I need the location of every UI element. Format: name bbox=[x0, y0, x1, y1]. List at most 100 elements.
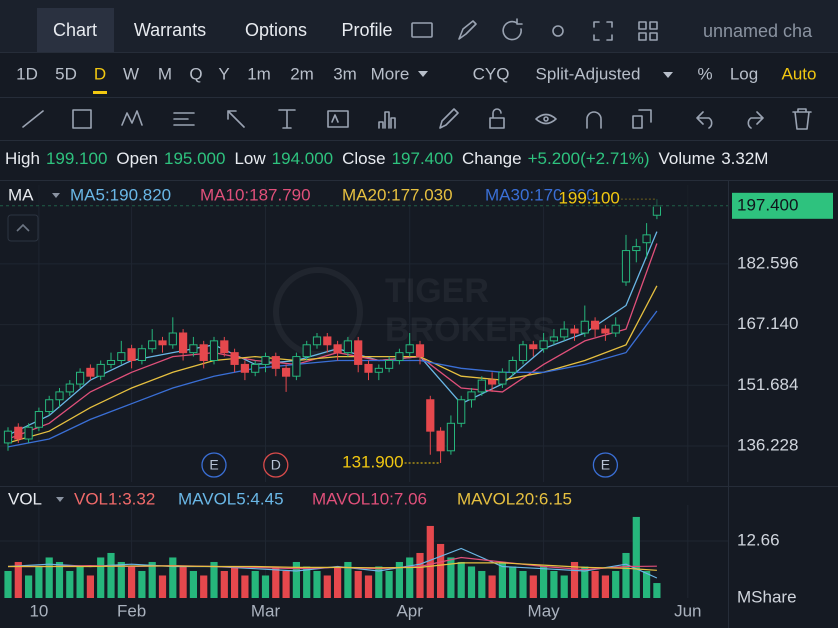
toolbar-icon[interactable] bbox=[411, 22, 433, 38]
icon-shape bbox=[638, 21, 658, 41]
volume-bar bbox=[601, 575, 609, 598]
drawing-tool[interactable] bbox=[696, 111, 713, 129]
icon-shape bbox=[593, 21, 613, 41]
workspace bbox=[0, 52, 838, 628]
period-button[interactable]: 1m bbox=[247, 64, 271, 83]
candle-body bbox=[240, 363, 250, 373]
drawing-tool[interactable] bbox=[72, 109, 92, 129]
toolbar-option[interactable]: % bbox=[697, 64, 712, 83]
mavol-line bbox=[8, 562, 657, 571]
volume-bar bbox=[210, 561, 218, 598]
volume-unit: MShare bbox=[737, 587, 797, 606]
volume-bar bbox=[138, 570, 146, 598]
volume-bar bbox=[231, 566, 239, 598]
x-tick-label: Feb bbox=[117, 601, 146, 620]
tab[interactable]: Warrants bbox=[134, 20, 206, 40]
drawing-tool[interactable] bbox=[586, 111, 602, 129]
quote-label: Open bbox=[116, 149, 158, 168]
quote-value: 195.000 bbox=[164, 149, 225, 168]
candle-body bbox=[601, 328, 610, 334]
tab[interactable]: Chart bbox=[53, 20, 97, 40]
quote-label: Change bbox=[462, 149, 522, 168]
drawing-tool[interactable] bbox=[378, 111, 396, 129]
candle-body bbox=[323, 336, 332, 346]
candle-body bbox=[457, 399, 466, 424]
event-label: E bbox=[209, 457, 218, 473]
tab[interactable]: Options bbox=[245, 20, 307, 40]
drawing-tool[interactable] bbox=[632, 109, 652, 129]
drawing-tool[interactable] bbox=[535, 113, 557, 125]
event-marker[interactable] bbox=[263, 452, 289, 478]
toolbar-option[interactable]: Split-Adjusted bbox=[536, 64, 641, 83]
legend-caret bbox=[52, 193, 60, 198]
candle-body bbox=[642, 234, 651, 244]
period-button[interactable]: M bbox=[158, 64, 172, 83]
period-button[interactable]: 5D bbox=[55, 64, 77, 83]
volume-bar bbox=[529, 575, 537, 598]
drawing-tool[interactable] bbox=[489, 108, 505, 129]
candle-body bbox=[570, 328, 579, 334]
chart-name[interactable]: unnamed cha bbox=[703, 21, 813, 41]
candle-body bbox=[65, 383, 74, 393]
candle-body bbox=[405, 344, 414, 354]
period-button[interactable]: D bbox=[94, 64, 106, 83]
period-button[interactable]: Y bbox=[218, 64, 229, 83]
candle-body bbox=[261, 356, 270, 365]
quote-label: Close bbox=[342, 149, 385, 168]
legend-title[interactable]: MA bbox=[8, 185, 34, 204]
candle-body bbox=[282, 367, 291, 377]
legend-title[interactable]: VOL bbox=[8, 489, 42, 508]
drawing-tool[interactable] bbox=[792, 108, 812, 130]
volume-bar bbox=[498, 561, 506, 598]
toolbar-option[interactable]: Auto bbox=[782, 64, 817, 83]
active-tab-bg bbox=[37, 8, 114, 52]
period-button[interactable]: 1D bbox=[16, 64, 38, 83]
candle-body bbox=[158, 340, 167, 346]
drawing-tool[interactable] bbox=[227, 110, 245, 128]
volume-bar bbox=[148, 561, 156, 598]
drawing-tool[interactable] bbox=[173, 112, 195, 126]
toolbar-icon[interactable] bbox=[552, 25, 564, 37]
drawing-tool[interactable] bbox=[747, 111, 764, 129]
icon-shape bbox=[552, 25, 564, 37]
candle-body bbox=[189, 344, 198, 354]
tool-shape bbox=[489, 108, 505, 129]
candle-body bbox=[364, 363, 373, 373]
event-marker[interactable] bbox=[201, 452, 227, 478]
drawing-tool[interactable] bbox=[22, 110, 44, 128]
volume-bar bbox=[251, 570, 259, 598]
drawing-tool[interactable] bbox=[439, 108, 459, 129]
volume-bar bbox=[395, 561, 403, 598]
volume-bar bbox=[364, 575, 373, 598]
period-button[interactable]: 2m bbox=[290, 64, 314, 83]
volume-bar bbox=[467, 566, 476, 598]
period-button[interactable]: Q bbox=[189, 64, 202, 83]
toolbar-icon[interactable] bbox=[458, 20, 477, 40]
tab[interactable]: Profile bbox=[341, 20, 392, 40]
period-button[interactable]: 3m bbox=[333, 64, 357, 83]
collapse-button[interactable] bbox=[7, 214, 39, 242]
drawing-tool[interactable] bbox=[327, 110, 349, 128]
period-button[interactable]: W bbox=[123, 64, 139, 83]
volume-bar bbox=[35, 566, 43, 598]
toolbar-icon[interactable] bbox=[593, 21, 613, 41]
toolbar-icon[interactable] bbox=[502, 18, 523, 41]
toolbar-option[interactable]: Log bbox=[730, 64, 758, 83]
candle-body bbox=[168, 332, 177, 346]
drawing-tool[interactable] bbox=[278, 109, 296, 129]
candle-body bbox=[34, 411, 43, 428]
candle-body bbox=[333, 344, 342, 354]
toolbar-icon[interactable] bbox=[638, 21, 658, 41]
candle-body bbox=[498, 371, 507, 385]
candle-body bbox=[343, 340, 352, 354]
candle-body bbox=[488, 379, 497, 385]
drawing-tool[interactable] bbox=[121, 110, 143, 126]
legend-entry: VOL1:3.32 bbox=[74, 489, 155, 508]
toolbar-option[interactable]: CYQ bbox=[473, 64, 510, 83]
volume-bar bbox=[643, 570, 651, 598]
period-button[interactable]: More bbox=[371, 64, 410, 83]
event-marker[interactable] bbox=[592, 452, 619, 478]
y-tick-label: 12.66 bbox=[737, 530, 780, 549]
candle-body bbox=[415, 344, 425, 358]
